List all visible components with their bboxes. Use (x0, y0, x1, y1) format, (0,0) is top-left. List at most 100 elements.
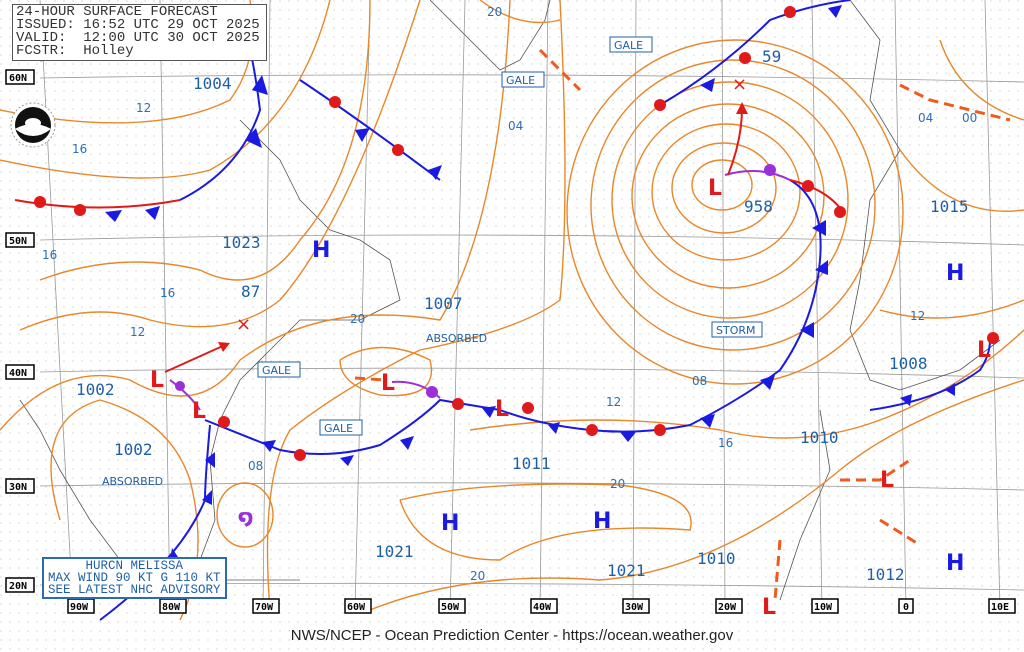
lon-label: 30W (625, 602, 644, 613)
forecaster: FCSTR: Holley (16, 43, 134, 59)
noaa-logo (10, 102, 56, 148)
absorbed-label: ABSORBED (426, 332, 487, 345)
lat-label: 60N (9, 73, 27, 84)
hurricane-symbol: ໑ (238, 505, 253, 529)
pressure-label: 59 (762, 47, 781, 66)
low-symbol: L (192, 399, 206, 424)
isobar-label: 12 (910, 309, 925, 323)
forecast-position-x: × (732, 74, 747, 95)
lon-label: 10W (814, 602, 833, 613)
lon-label: 10E (991, 602, 1009, 613)
issued-time: ISSUED: 16:52 UTC 29 OCT 2025 (16, 17, 260, 33)
low-symbol: L (880, 468, 894, 493)
gale-warning: GALE (614, 39, 643, 52)
absorbed-label: ABSORBED (102, 475, 163, 488)
high-symbol: H (441, 511, 459, 536)
pressure-label: 1008 (889, 354, 928, 373)
low-symbol: L (762, 595, 776, 620)
gale-warning: GALE (262, 364, 291, 377)
pressure-label: 1010 (697, 549, 736, 568)
isobar-label: 20 (487, 5, 502, 19)
low-symbol: L (150, 368, 164, 393)
pressure-labels: 1004 1023 87 1002 1002 1007 1011 1021 10… (76, 47, 969, 584)
pressure-label: 1012 (866, 565, 905, 584)
front-pips (34, 5, 999, 560)
isobar-label: 12 (136, 101, 151, 115)
lat-label: 50N (9, 236, 27, 247)
isobar-label: 08 (692, 374, 707, 388)
occluded-front (724, 170, 791, 181)
lon-label: 60W (347, 602, 366, 613)
gale-warning: GALE (324, 422, 353, 435)
lat-label: 20N (9, 581, 27, 592)
low-pressure-centers: L L L L L L L L × × (150, 74, 991, 620)
lon-label: 70W (255, 602, 274, 613)
pressure-label: 1007 (424, 294, 463, 313)
hurricane-advisory: SEE LATEST NHC ADVISORY (48, 583, 221, 597)
pressure-label: 1021 (375, 542, 414, 561)
isobar-label: 12 (606, 395, 621, 409)
pressure-label: 1021 (607, 561, 646, 580)
svg-text:໑: ໑ (238, 505, 253, 529)
forecast-header: 24-HOUR SURFACE FORECAST ISSUED: 16:52 UT… (12, 4, 267, 61)
warning-boxes: STORM GALE GALE GALE GALE (257, 36, 763, 436)
pressure-label: 1004 (193, 74, 232, 93)
isobar-label: 16 (72, 142, 87, 156)
forecast-title: 24-HOUR SURFACE FORECAST (16, 4, 218, 20)
high-symbol: H (946, 551, 964, 576)
high-symbol: H (312, 238, 330, 263)
axis-labels: 60N 50N 40N 30N 20N 90W 80W 70W 60W 50W … (5, 69, 1016, 614)
occluded-front-3 (169, 379, 201, 411)
stationary-front (204, 398, 501, 455)
storm-warning: STORM (716, 324, 756, 337)
lon-label: 50W (441, 602, 460, 613)
isobar-label: 16 (160, 286, 175, 300)
pressure-label: 1002 (114, 440, 153, 459)
forecast-position-x: × (236, 314, 251, 335)
front-north (659, 0, 851, 106)
isobar-label: 20 (470, 569, 485, 583)
footer-credit: NWS/NCEP - Ocean Prediction Center - htt… (290, 627, 734, 644)
cold-front-labrador (299, 79, 441, 181)
isobar-label: 16 (718, 436, 733, 450)
pressure-label: 1002 (76, 380, 115, 399)
high-symbol: H (946, 261, 964, 286)
lon-label: 80W (162, 602, 181, 613)
cold-front-main (499, 179, 822, 433)
low-symbol: L (381, 371, 395, 396)
pressure-label: 1010 (800, 428, 839, 447)
hurricane-name: HURCN MELISSA (85, 559, 184, 573)
isobar-label: 20 (610, 477, 625, 491)
lon-label: 0 (903, 602, 909, 613)
isobar-label: 00 (962, 111, 977, 125)
storm-track-arrow-2 (164, 344, 226, 373)
lat-label: 30N (9, 482, 27, 493)
isobar-label: 04 (918, 111, 933, 125)
pressure-label: 1015 (930, 197, 969, 216)
high-pressure-centers: H H H H H (312, 238, 964, 576)
hurricane-max-wind: MAX WIND 90 KT G 110 KT (48, 571, 221, 585)
isobar-label: 04 (508, 119, 523, 133)
pressure-label: 87 (241, 282, 260, 301)
pressure-label: 1011 (512, 454, 551, 473)
hurricane-info-box: HURCN MELISSA MAX WIND 90 KT G 110 KT SE… (42, 557, 227, 599)
isobar-labels: 12 16 16 16 12 04 20 08 20 12 08 16 20 2… (42, 5, 977, 583)
low-symbol: L (495, 397, 509, 422)
graticule (39, 0, 1024, 611)
lon-label: 20W (718, 602, 737, 613)
isobar-label: 08 (248, 459, 263, 473)
low-symbol: L (977, 338, 991, 363)
valid-time: VALID: 12:00 UTC 30 OCT 2025 (16, 30, 260, 46)
pressure-label: 958 (744, 197, 773, 216)
low-symbol: L (708, 176, 722, 201)
cold-front-west (179, 49, 262, 201)
lon-label: 40W (533, 602, 552, 613)
isobar-label: 16 (42, 248, 57, 262)
lon-label: 90W (70, 602, 89, 613)
gale-warning: GALE (506, 74, 535, 87)
isobar-label: 12 (130, 325, 145, 339)
isobars (0, 0, 1024, 621)
